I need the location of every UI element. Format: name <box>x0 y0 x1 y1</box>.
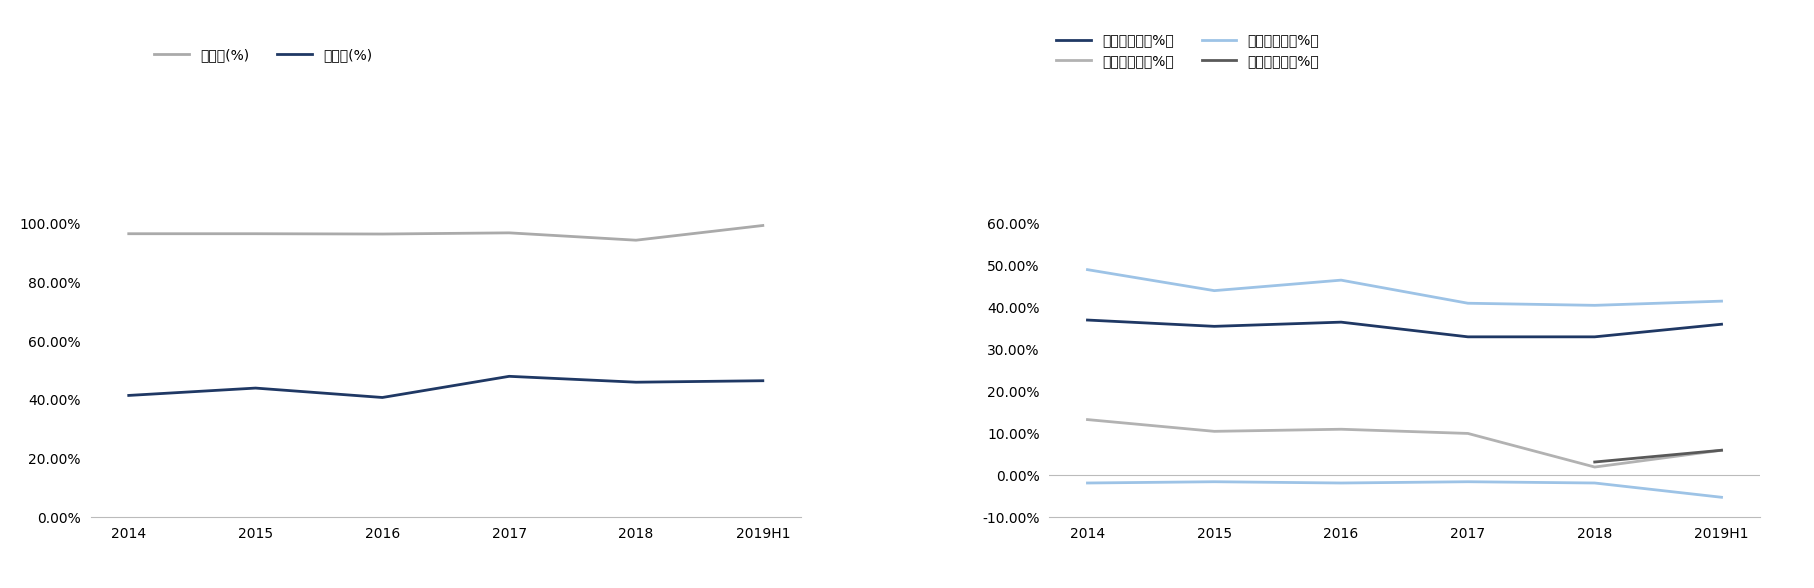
管理费用率（%） <box>1457 333 1478 340</box>
管理费用率（%） <box>1457 430 1478 437</box>
财务费用率（%） <box>1711 494 1732 501</box>
财务费用率（%） <box>1457 478 1478 485</box>
管理费用率（%） <box>1330 426 1351 433</box>
Line: 财务费用率（%）: 财务费用率（%） <box>1087 482 1721 497</box>
管理费用率（%） <box>1711 447 1732 454</box>
管理费用率（%） <box>1584 463 1605 470</box>
Legend: 销售费用率（%）, 管理费用率（%）, 财务费用率（%）, 研发费用率（%）: 销售费用率（%）, 管理费用率（%）, 财务费用率（%）, 研发费用率（%） <box>1056 34 1319 68</box>
管理费用率（%） <box>1584 333 1605 340</box>
财务费用率（%） <box>1076 479 1097 486</box>
财务费用率（%） <box>1584 479 1605 486</box>
销售费用率（%） <box>1203 287 1224 294</box>
管理费用率（%） <box>1076 416 1097 423</box>
Line: 销售费用率（%）: 销售费用率（%） <box>1087 270 1721 305</box>
财务费用率（%） <box>1203 478 1224 485</box>
财务费用率（%） <box>1330 479 1351 486</box>
研发费用率（%） <box>1584 459 1605 466</box>
Line: 管理费用率（%）: 管理费用率（%） <box>1087 320 1721 337</box>
Line: 管理费用率（%）: 管理费用率（%） <box>1087 420 1721 467</box>
销售费用率（%） <box>1330 276 1351 283</box>
管理费用率（%） <box>1711 320 1732 328</box>
销售费用率（%） <box>1076 266 1097 273</box>
销售费用率（%） <box>1711 298 1732 305</box>
管理费用率（%） <box>1203 323 1224 330</box>
Line: 研发费用率（%）: 研发费用率（%） <box>1595 450 1721 462</box>
销售费用率（%） <box>1457 300 1478 307</box>
Legend: 毛利率(%), 净利率(%): 毛利率(%), 净利率(%) <box>154 48 372 62</box>
研发费用率（%） <box>1711 447 1732 454</box>
销售费用率（%） <box>1584 302 1605 309</box>
管理费用率（%） <box>1330 319 1351 326</box>
管理费用率（%） <box>1203 428 1224 435</box>
管理费用率（%） <box>1076 316 1097 323</box>
